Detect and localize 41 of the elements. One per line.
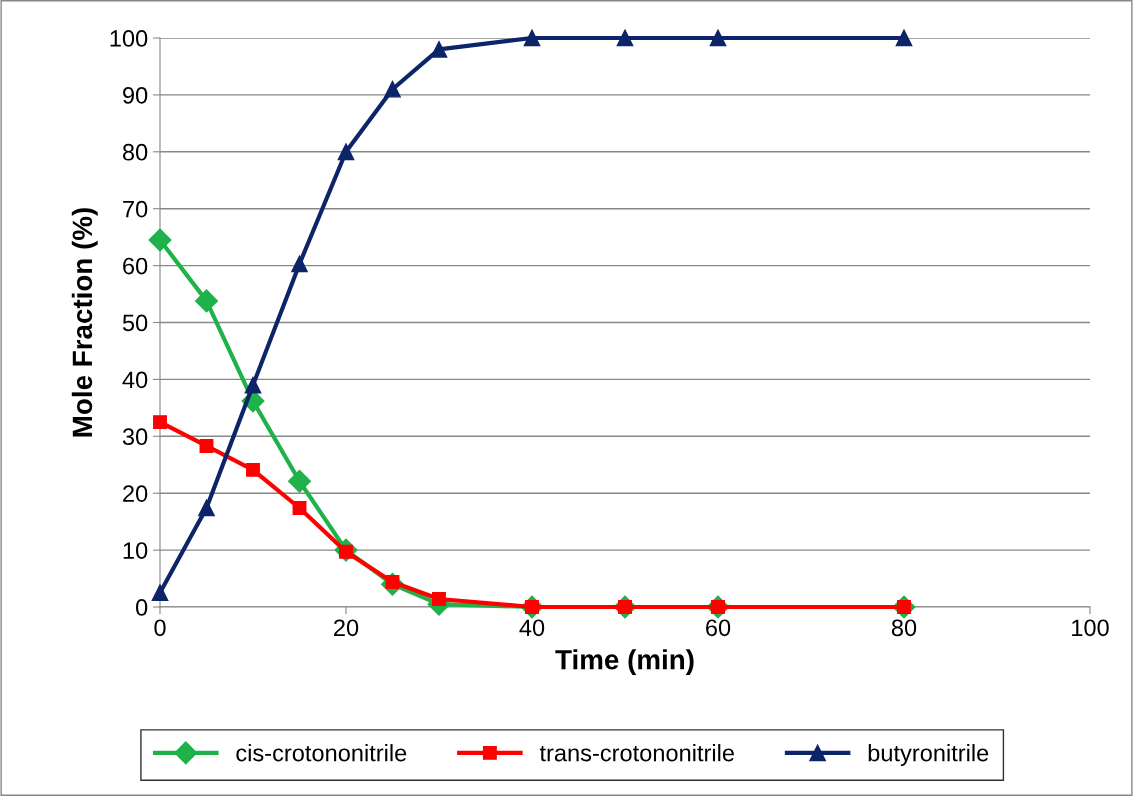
x-tick-label: 40 [519, 619, 545, 637]
y-tick-label: 40 [122, 371, 148, 389]
y-tick-label: 80 [122, 143, 148, 161]
x-tick-label: 20 [334, 619, 359, 637]
point [199, 439, 214, 453]
legend-label: trans-crotononitrile [539, 744, 734, 762]
point [523, 29, 541, 47]
point [432, 592, 446, 606]
y-tick-label: 70 [123, 200, 148, 218]
point [288, 469, 311, 493]
point [246, 462, 260, 477]
legend-label: cis-crotononitrile [236, 744, 407, 762]
y-tick-label: 10 [123, 542, 148, 559]
point [244, 376, 262, 394]
point [291, 255, 308, 273]
point [384, 80, 401, 98]
y-tick-label: 60 [123, 257, 148, 275]
point [153, 415, 167, 430]
point [709, 29, 727, 47]
y-tick-label: 100 [110, 30, 148, 47]
point [198, 499, 215, 517]
point [151, 584, 169, 602]
x-axis-title: Time (min) [555, 649, 694, 676]
y-tick-label: 50 [122, 314, 148, 332]
point [292, 501, 307, 515]
point [430, 41, 448, 58]
point [616, 29, 634, 47]
x-tick-label: 80 [891, 619, 917, 637]
x-tick-label: 100 [1072, 619, 1109, 637]
x-tick-label: 60 [706, 619, 731, 637]
point [195, 289, 218, 313]
point [148, 228, 172, 252]
point [337, 143, 355, 161]
y-axis-title: Mole Fraction (%) [71, 208, 98, 437]
y-tick-label: 20 [123, 485, 148, 502]
y-tick-label: 90 [123, 86, 148, 104]
point [895, 29, 913, 47]
y-tick-label: 30 [122, 428, 148, 446]
x-tick-label: 0 [154, 619, 166, 637]
y-tick-label: 0 [135, 599, 148, 616]
legend-label: butyronitrile [868, 744, 989, 767]
